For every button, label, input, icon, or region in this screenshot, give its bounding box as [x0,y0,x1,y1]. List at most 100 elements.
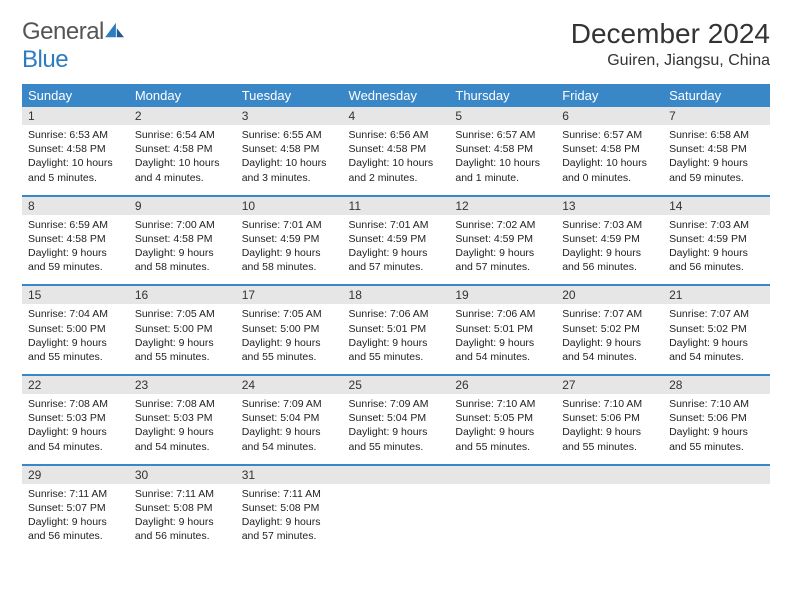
day-number: 1 [22,107,129,125]
daylight-text: Daylight: 9 hours and 57 minutes. [349,246,444,274]
day-number: 30 [129,466,236,484]
day-details: Sunrise: 7:04 AMSunset: 5:00 PMDaylight:… [22,304,129,374]
day-number-cell: 29 [22,465,129,484]
sunset-text: Sunset: 4:59 PM [669,232,764,246]
day-number-cell [556,465,663,484]
day-number-cell: 7 [663,107,770,125]
sunset-text: Sunset: 5:02 PM [669,322,764,336]
day-number: 17 [236,286,343,304]
day-number-cell: 3 [236,107,343,125]
day-details: Sunrise: 7:03 AMSunset: 4:59 PMDaylight:… [556,215,663,285]
day-number: 28 [663,376,770,394]
day-body-cell: Sunrise: 7:09 AMSunset: 5:04 PMDaylight:… [236,394,343,465]
sunrise-text: Sunrise: 7:02 AM [455,218,550,232]
sunset-text: Sunset: 4:58 PM [28,232,123,246]
date-number-row: 22232425262728 [22,375,770,394]
date-body-row: Sunrise: 7:04 AMSunset: 5:00 PMDaylight:… [22,304,770,375]
day-number: 9 [129,197,236,215]
daylight-text: Daylight: 9 hours and 58 minutes. [242,246,337,274]
day-body-cell: Sunrise: 7:03 AMSunset: 4:59 PMDaylight:… [663,215,770,286]
sunrise-text: Sunrise: 7:01 AM [349,218,444,232]
daylight-text: Daylight: 10 hours and 0 minutes. [562,156,657,184]
sunset-text: Sunset: 5:00 PM [242,322,337,336]
sunset-text: Sunset: 4:58 PM [135,142,230,156]
sunrise-text: Sunrise: 7:07 AM [669,307,764,321]
day-details: Sunrise: 7:05 AMSunset: 5:00 PMDaylight:… [129,304,236,374]
sunrise-text: Sunrise: 6:57 AM [562,128,657,142]
day-body-cell: Sunrise: 7:11 AMSunset: 5:07 PMDaylight:… [22,484,129,554]
daylight-text: Daylight: 9 hours and 56 minutes. [135,515,230,543]
day-number: 13 [556,197,663,215]
daylight-text: Daylight: 9 hours and 56 minutes. [669,246,764,274]
weekday-header: Saturday [663,84,770,107]
day-number-cell: 16 [129,285,236,304]
sunset-text: Sunset: 4:58 PM [242,142,337,156]
sunset-text: Sunset: 5:00 PM [135,322,230,336]
day-details: Sunrise: 7:03 AMSunset: 4:59 PMDaylight:… [663,215,770,285]
day-details: Sunrise: 6:56 AMSunset: 4:58 PMDaylight:… [343,125,450,195]
daylight-text: Daylight: 9 hours and 54 minutes. [135,425,230,453]
day-body-cell: Sunrise: 7:09 AMSunset: 5:04 PMDaylight:… [343,394,450,465]
logo-text: General Blue [22,18,126,74]
day-number-cell: 14 [663,196,770,215]
day-body-cell: Sunrise: 6:53 AMSunset: 4:58 PMDaylight:… [22,125,129,196]
day-body-cell: Sunrise: 7:02 AMSunset: 4:59 PMDaylight:… [449,215,556,286]
day-number-cell: 17 [236,285,343,304]
daylight-text: Daylight: 9 hours and 55 minutes. [28,336,123,364]
day-body-cell: Sunrise: 6:56 AMSunset: 4:58 PMDaylight:… [343,125,450,196]
day-number: 12 [449,197,556,215]
day-details: Sunrise: 6:57 AMSunset: 4:58 PMDaylight:… [556,125,663,195]
day-body-cell: Sunrise: 7:06 AMSunset: 5:01 PMDaylight:… [343,304,450,375]
weekday-header: Thursday [449,84,556,107]
day-body-cell: Sunrise: 6:55 AMSunset: 4:58 PMDaylight:… [236,125,343,196]
day-number-cell: 15 [22,285,129,304]
sunset-text: Sunset: 4:59 PM [349,232,444,246]
day-number-cell: 26 [449,375,556,394]
daylight-text: Daylight: 9 hours and 56 minutes. [562,246,657,274]
day-details: Sunrise: 6:57 AMSunset: 4:58 PMDaylight:… [449,125,556,195]
header: General Blue December 2024 Guiren, Jiang… [22,18,770,74]
daylight-text: Daylight: 9 hours and 56 minutes. [28,515,123,543]
day-number-cell: 12 [449,196,556,215]
sunrise-text: Sunrise: 7:11 AM [28,487,123,501]
date-number-row: 15161718192021 [22,285,770,304]
day-details: Sunrise: 7:06 AMSunset: 5:01 PMDaylight:… [343,304,450,374]
sunset-text: Sunset: 4:59 PM [562,232,657,246]
logo-name-a: General [22,18,104,45]
sunrise-text: Sunrise: 7:03 AM [562,218,657,232]
day-details: Sunrise: 7:10 AMSunset: 5:06 PMDaylight:… [663,394,770,464]
day-number: 2 [129,107,236,125]
day-number: 14 [663,197,770,215]
day-body-cell: Sunrise: 6:59 AMSunset: 4:58 PMDaylight:… [22,215,129,286]
day-details: Sunrise: 7:09 AMSunset: 5:04 PMDaylight:… [236,394,343,464]
day-body-cell [343,484,450,554]
day-details: Sunrise: 7:08 AMSunset: 5:03 PMDaylight:… [129,394,236,464]
day-details: Sunrise: 7:07 AMSunset: 5:02 PMDaylight:… [556,304,663,374]
day-details: Sunrise: 6:58 AMSunset: 4:58 PMDaylight:… [663,125,770,195]
day-body-cell: Sunrise: 7:00 AMSunset: 4:58 PMDaylight:… [129,215,236,286]
day-number: 21 [663,286,770,304]
day-number-cell: 30 [129,465,236,484]
day-number-cell [449,465,556,484]
sunrise-text: Sunrise: 6:59 AM [28,218,123,232]
day-body-cell: Sunrise: 6:54 AMSunset: 4:58 PMDaylight:… [129,125,236,196]
location-label: Guiren, Jiangsu, China [571,52,770,70]
daylight-text: Daylight: 10 hours and 3 minutes. [242,156,337,184]
date-number-row: 891011121314 [22,196,770,215]
day-number: 23 [129,376,236,394]
day-number: 31 [236,466,343,484]
daylight-text: Daylight: 9 hours and 54 minutes. [562,336,657,364]
sunset-text: Sunset: 4:59 PM [242,232,337,246]
date-number-row: 1234567 [22,107,770,125]
day-details: Sunrise: 7:11 AMSunset: 5:07 PMDaylight:… [22,484,129,554]
day-details: Sunrise: 7:01 AMSunset: 4:59 PMDaylight:… [343,215,450,285]
day-number-cell: 18 [343,285,450,304]
day-body-cell [449,484,556,554]
day-body-cell: Sunrise: 7:07 AMSunset: 5:02 PMDaylight:… [663,304,770,375]
day-number: 18 [343,286,450,304]
sunrise-text: Sunrise: 7:09 AM [242,397,337,411]
day-number: 5 [449,107,556,125]
daylight-text: Daylight: 9 hours and 55 minutes. [669,425,764,453]
day-number-cell: 25 [343,375,450,394]
day-body-cell: Sunrise: 7:11 AMSunset: 5:08 PMDaylight:… [129,484,236,554]
